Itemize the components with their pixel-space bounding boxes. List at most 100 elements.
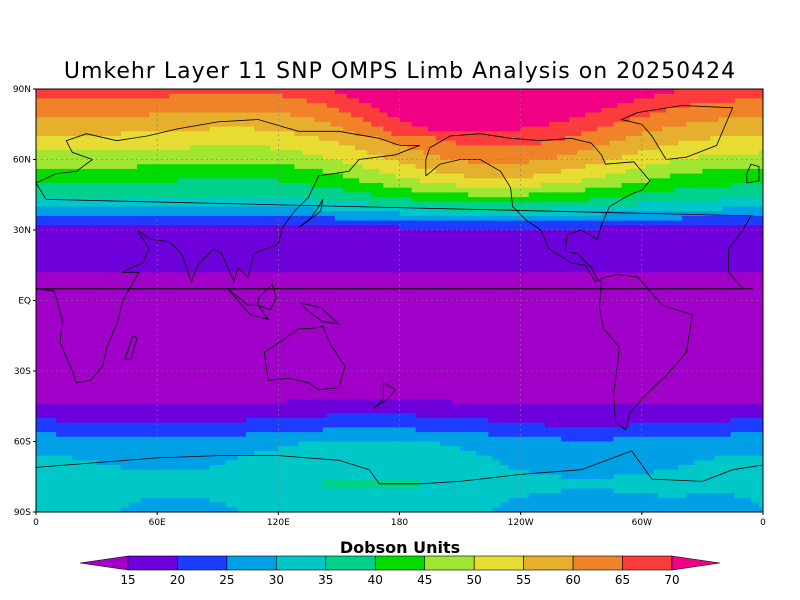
field-cell xyxy=(36,375,764,381)
field-cell xyxy=(322,168,380,174)
field-cell xyxy=(36,446,279,452)
field-cell xyxy=(613,474,764,480)
field-cell xyxy=(36,164,138,170)
field-cell xyxy=(508,465,679,471)
field-cell xyxy=(387,112,586,118)
lat-tick-label: 60S xyxy=(14,438,31,448)
field-cell xyxy=(326,413,417,419)
field-cell xyxy=(415,164,586,170)
field-cell xyxy=(36,206,316,212)
field-cell xyxy=(322,427,417,433)
colorbar-tick-label: 35 xyxy=(318,573,333,587)
field-cell xyxy=(36,215,336,221)
field-cell xyxy=(36,422,546,428)
field-cell xyxy=(342,126,384,132)
field-cell xyxy=(36,225,400,231)
field-cell xyxy=(500,460,695,466)
colorbar-tick-label: 45 xyxy=(417,573,432,587)
colorbar-tick-label: 15 xyxy=(120,573,135,587)
field-cell xyxy=(379,136,437,142)
field-cell xyxy=(718,197,764,203)
field-cell xyxy=(423,150,578,156)
field-cell xyxy=(363,164,417,170)
field-cell xyxy=(367,201,639,207)
field-cell xyxy=(36,140,340,146)
field-cell xyxy=(561,474,614,480)
colorbar-tick-label: 40 xyxy=(368,573,383,587)
field-cell xyxy=(36,131,122,137)
field-cell xyxy=(36,93,170,99)
field-cell xyxy=(56,418,247,424)
field-cell xyxy=(330,121,372,127)
field-cell xyxy=(36,389,764,395)
lon-tick-label: 180 xyxy=(391,518,408,528)
field-cell xyxy=(613,488,764,494)
field-cell xyxy=(371,121,413,127)
coastline-segment xyxy=(300,302,341,325)
latitude-axis: 90N 60N 30N EQ 30S 60S 90S xyxy=(13,85,36,518)
field-cell xyxy=(36,121,332,127)
field-cell xyxy=(395,173,465,179)
field-cell xyxy=(540,183,623,189)
field-cell xyxy=(322,483,421,489)
field-cell xyxy=(36,244,764,250)
field-cell xyxy=(36,469,530,475)
field-cell xyxy=(36,117,316,123)
field-cell xyxy=(306,98,360,104)
field-cell xyxy=(141,497,211,503)
field-cell xyxy=(169,93,283,99)
field-cell xyxy=(657,493,687,499)
field-cell xyxy=(528,493,659,499)
field-cell xyxy=(246,418,489,424)
field-cell xyxy=(36,328,764,334)
colorbar-tick-label: 60 xyxy=(565,573,580,587)
colorbar-swatch xyxy=(473,555,524,571)
field-cell xyxy=(36,159,344,165)
field-cell xyxy=(722,206,764,212)
field-cell xyxy=(36,483,324,489)
field-cell xyxy=(96,460,227,466)
field-cell xyxy=(548,121,614,127)
field-cell xyxy=(314,206,449,212)
field-cell xyxy=(561,436,614,442)
lon-tick-label: 60W xyxy=(632,518,652,528)
field-cell xyxy=(565,136,627,142)
field-cell xyxy=(593,145,659,151)
coastline-segment xyxy=(257,283,277,311)
field-cell xyxy=(601,107,667,113)
field-cell xyxy=(36,98,308,104)
colorbar-swatch xyxy=(177,555,228,571)
field-cell xyxy=(621,154,699,160)
field-cell xyxy=(254,450,477,456)
field-cell xyxy=(36,126,211,132)
field-cell xyxy=(36,192,372,198)
field-cell xyxy=(36,300,764,306)
field-cell xyxy=(36,432,57,438)
field-cell xyxy=(36,136,320,142)
lon-tick-label: 0 xyxy=(33,518,39,528)
field-cell xyxy=(750,497,764,503)
field-cell xyxy=(435,136,566,142)
field-cell xyxy=(36,305,764,311)
field-cell xyxy=(36,230,764,236)
field-cell xyxy=(36,150,303,156)
coastline-segment xyxy=(746,163,760,184)
field-cell xyxy=(36,413,328,419)
field-cell xyxy=(36,309,764,315)
field-cell xyxy=(670,159,764,165)
field-cell xyxy=(714,455,764,461)
colorbar: 15 20 25 30 35 40 45 50 55 60 65 70 xyxy=(79,555,721,587)
field-cell xyxy=(379,168,437,174)
field-cell xyxy=(254,126,344,132)
field-cell xyxy=(371,192,469,198)
field-cell xyxy=(371,103,618,109)
field-cell xyxy=(36,474,562,480)
field-cell xyxy=(645,164,764,170)
field-cell xyxy=(36,408,764,414)
field-cell xyxy=(225,502,501,508)
field-cell xyxy=(718,117,764,123)
colorbar-swatch xyxy=(374,555,426,571)
field-cell xyxy=(605,159,671,165)
lat-tick-label: EQ xyxy=(18,297,31,307)
